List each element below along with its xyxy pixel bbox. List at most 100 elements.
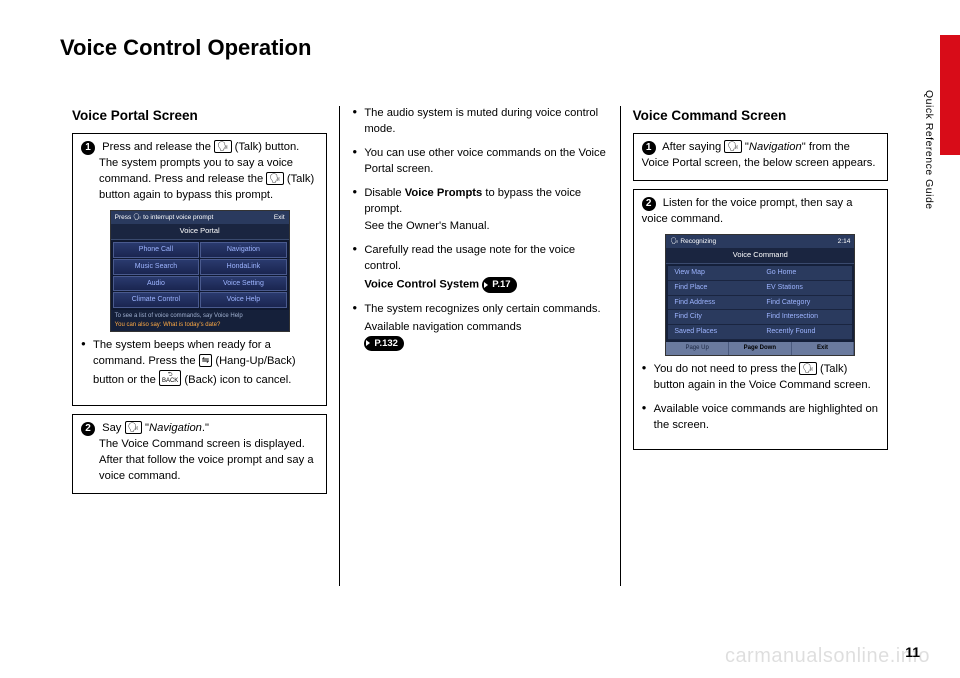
cmd-cell: View Map bbox=[668, 266, 760, 281]
cmd-grid: View Map Go Home Find Place EV Stations … bbox=[666, 264, 854, 343]
step-2-text-c: ." bbox=[202, 422, 209, 434]
step-2-box: 2 Say 🗣 "Navigation." The Voice Command … bbox=[72, 414, 327, 494]
list-item: Available voice commands are highlighted… bbox=[642, 402, 879, 434]
portal-header-left: Press bbox=[115, 214, 132, 221]
cmd-cell: Find Category bbox=[760, 296, 852, 311]
portal-cell: Voice Help bbox=[200, 292, 287, 308]
bullet-sub: Voice Control System P.17 bbox=[364, 277, 607, 294]
step-2-text-a: Say bbox=[102, 422, 124, 434]
portal-cell: Voice Setting bbox=[200, 276, 287, 292]
portal-grid: Phone Call Navigation Music Search Honda… bbox=[111, 240, 289, 311]
page-title: Voice Control Operation bbox=[60, 35, 900, 61]
step-number-2: 2 bbox=[81, 422, 95, 436]
step-number-2: 2 bbox=[642, 197, 656, 211]
step-2-italic: Navigation bbox=[149, 422, 202, 434]
bullet-sub: See the Owner's Manual. bbox=[364, 219, 607, 235]
voice-portal-screenshot: Press 🗣 to interrupt voice prompt Exit V… bbox=[110, 210, 290, 333]
portal-footer: To see a list of voice commands, say Voi… bbox=[111, 310, 289, 331]
talk-icon: 🗣 bbox=[133, 214, 141, 221]
bullet-sub-text: Available navigation commands bbox=[364, 321, 521, 333]
voice-command-screenshot: 🗣 Recognizing 2:14 Voice Command View Ma… bbox=[665, 234, 855, 356]
cmd-cell: Find Place bbox=[668, 281, 760, 296]
cmd-bottom-bar: Page Up Page Down Exit bbox=[666, 342, 854, 355]
bullet-text: (Back) icon to cancel. bbox=[184, 374, 291, 386]
step-1-text-b: (Talk) button. bbox=[235, 141, 300, 153]
bullet-bold: Voice Prompts bbox=[405, 187, 483, 199]
cmd-cell: Recently Found bbox=[760, 325, 852, 340]
cmd-cell: Find Intersection bbox=[760, 310, 852, 325]
back-icon: ⮌BACK bbox=[159, 370, 181, 386]
portal-cell: Phone Call bbox=[113, 242, 200, 258]
portal-cell: Navigation bbox=[200, 242, 287, 258]
step-2-box-col3: 2 Listen for the voice prompt, then say … bbox=[633, 189, 888, 451]
portal-cell: Music Search bbox=[113, 259, 200, 275]
cmd-header-left: Recognizing bbox=[680, 238, 716, 245]
step-2-line3: After that follow the voice prompt and s… bbox=[81, 453, 318, 485]
step-1-box-col3: 1 After saying 🗣 "Navigation" from the V… bbox=[633, 133, 888, 181]
voice-portal-heading: Voice Portal Screen bbox=[72, 106, 327, 125]
page-number: 11 bbox=[905, 644, 920, 660]
cmd-header-right: 2:14 bbox=[838, 237, 851, 246]
step-italic: Navigation bbox=[749, 141, 802, 153]
step-1-text-a: Press and release the bbox=[102, 141, 214, 153]
step-1-bullets: The system beeps when ready for a comman… bbox=[81, 338, 318, 389]
bullet-text: The system recognizes only certain comma… bbox=[364, 303, 600, 315]
page-ref: P.132 bbox=[364, 336, 404, 351]
bullet-text: Carefully read the usage note for the vo… bbox=[364, 244, 575, 272]
list-item: The audio system is muted during voice c… bbox=[352, 106, 607, 138]
cmd-bottom-cell: Exit bbox=[792, 342, 855, 355]
cmd-bottom-cell: Page Up bbox=[666, 342, 729, 355]
step-text: After saying bbox=[662, 141, 724, 153]
list-item: Disable Voice Prompts to bypass the voic… bbox=[352, 186, 607, 236]
page-ref: P.17 bbox=[482, 277, 516, 292]
portal-header-mid: to interrupt voice prompt bbox=[143, 214, 213, 221]
voice-command-heading: Voice Command Screen bbox=[633, 106, 888, 125]
back-text: BACK bbox=[162, 378, 178, 384]
step-1-line2: The system prompts you to say a voice co… bbox=[81, 156, 318, 204]
bullet-sub-bold: Voice Control System bbox=[364, 279, 479, 291]
step-number-1: 1 bbox=[81, 141, 95, 155]
bullet-text: Disable bbox=[364, 187, 404, 199]
portal-title: Voice Portal bbox=[111, 224, 289, 240]
talk-icon: 🗣 bbox=[799, 362, 816, 375]
manual-page: Quick Reference Guide Voice Control Oper… bbox=[0, 0, 960, 678]
cmd-bottom-cell: Page Down bbox=[729, 342, 792, 355]
watermark: carmanualsonline.info bbox=[725, 645, 930, 668]
talk-icon: 🗣 bbox=[724, 140, 741, 153]
portal-footer-2: You can also say: What is today's date? bbox=[115, 322, 221, 328]
content-columns: Voice Portal Screen 1 Press and release … bbox=[60, 106, 900, 586]
cmd-cell: Find City bbox=[668, 310, 760, 325]
cmd-cell: Saved Places bbox=[668, 325, 760, 340]
cmd-header: 🗣 Recognizing 2:14 bbox=[666, 235, 854, 248]
step-2-bullets: You do not need to press the 🗣 (Talk) bu… bbox=[642, 362, 879, 434]
portal-cell: HondaLink bbox=[200, 259, 287, 275]
step-2-line2: The Voice Command screen is displayed. bbox=[81, 437, 318, 453]
portal-cell: Climate Control bbox=[113, 292, 200, 308]
cmd-cell: Find Address bbox=[668, 296, 760, 311]
talk-icon: 🗣 bbox=[670, 238, 678, 245]
talk-icon: 🗣 bbox=[125, 421, 142, 434]
list-item: You can use other voice commands on the … bbox=[352, 146, 607, 178]
cmd-title: Voice Command bbox=[666, 248, 854, 264]
list-item: The system beeps when ready for a comman… bbox=[81, 338, 318, 389]
portal-header-right: Exit bbox=[274, 213, 285, 222]
step-1-box: 1 Press and release the 🗣 (Talk) button.… bbox=[72, 133, 327, 406]
portal-cell: Audio bbox=[113, 276, 200, 292]
red-section-tab bbox=[940, 35, 960, 155]
cmd-cell: EV Stations bbox=[760, 281, 852, 296]
portal-footer-1: To see a list of voice commands, say Voi… bbox=[115, 313, 243, 319]
list-item: You do not need to press the 🗣 (Talk) bu… bbox=[642, 362, 879, 394]
side-label: Quick Reference Guide bbox=[923, 90, 935, 210]
talk-icon: 🗣 bbox=[214, 140, 231, 153]
bullet-sub: Available navigation commands P.132 bbox=[364, 320, 607, 353]
col2-bullets: The audio system is muted during voice c… bbox=[352, 106, 607, 352]
column-3: Voice Command Screen 1 After saying 🗣 "N… bbox=[620, 106, 900, 586]
list-item: The system recognizes only certain comma… bbox=[352, 302, 607, 352]
talk-icon: 🗣 bbox=[266, 172, 283, 185]
hangup-icon: ⇋ bbox=[199, 354, 213, 367]
step-1-line2a: The system prompts you to say a voice co… bbox=[99, 157, 293, 185]
portal-header: Press 🗣 to interrupt voice prompt Exit bbox=[111, 211, 289, 224]
bullet-text: You do not need to press the bbox=[654, 363, 800, 375]
step-text: Listen for the voice prompt, then say a … bbox=[642, 197, 853, 225]
column-2: The audio system is muted during voice c… bbox=[339, 106, 619, 586]
